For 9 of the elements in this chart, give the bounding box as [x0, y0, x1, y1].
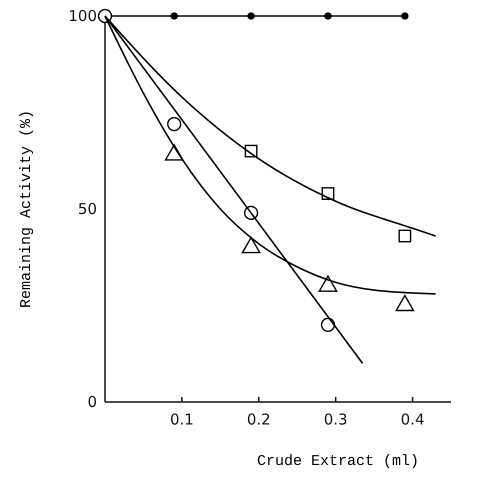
x-tick-label: 0.4: [400, 410, 424, 429]
x-tick-label: 0.3: [324, 410, 348, 429]
x-axis-title: Crude Extract (ml): [256, 453, 420, 470]
y-tick-label: 50: [78, 200, 97, 218]
x-tick-label: 0.2: [246, 410, 271, 429]
y-tick-label: 100: [68, 6, 97, 25]
y-tick-label: 0: [87, 392, 97, 411]
y-axis-title: Remaining Activity (%): [18, 110, 35, 308]
x-tick-label: 0.1: [170, 410, 194, 429]
